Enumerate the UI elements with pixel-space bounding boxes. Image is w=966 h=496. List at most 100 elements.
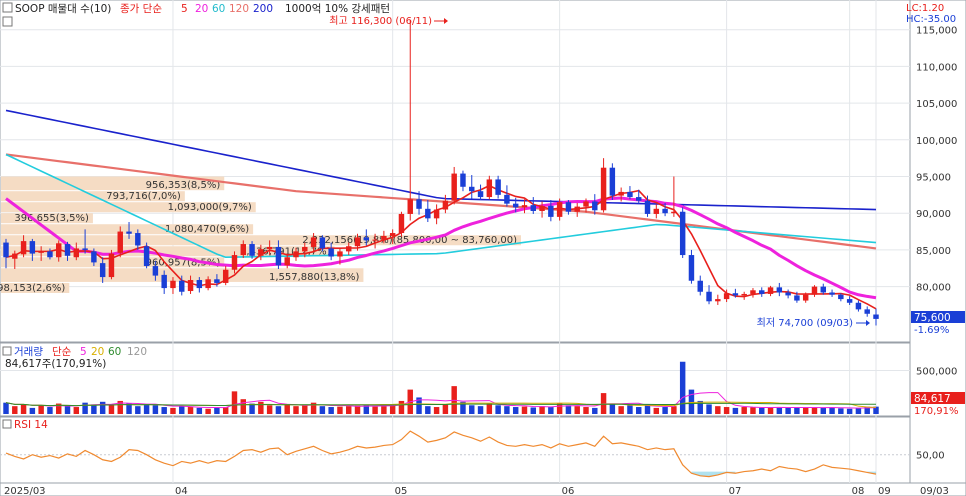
volume-profile-label: 1,080,470(9,6%) (165, 224, 249, 235)
candle-body (679, 211, 686, 256)
symbol-label: SOOP 매물대 수(10) (15, 3, 111, 15)
candle-body (627, 191, 633, 198)
volume-profile-label: 793,716(7,0%) (106, 191, 181, 202)
candle-body (47, 251, 53, 258)
candle-body (372, 239, 378, 241)
ma200-label: 200 (253, 3, 273, 15)
volume-bar (425, 406, 431, 414)
high-label: 최고 116,300 (06/11) (329, 15, 432, 27)
volume-bar (469, 405, 475, 414)
volume-bar (671, 406, 677, 414)
ma200-line (5, 109, 877, 211)
candle-body (20, 241, 27, 255)
price-y-tick-label: 90,000 (916, 209, 951, 220)
x-tick-label: 04 (175, 486, 188, 496)
volume-profile-label: 396,655(3,5%) (14, 213, 89, 224)
last-volume-tag (911, 392, 965, 404)
candle-body (609, 167, 616, 196)
volume-bar (381, 406, 387, 414)
candle-body (231, 255, 238, 270)
volume-bar (592, 407, 598, 414)
rsi-panel[interactable] (0, 416, 911, 484)
volume-ma120-label: 120 (127, 346, 147, 358)
low-arrowhead (866, 320, 870, 326)
volume-bar (864, 406, 870, 414)
axis-labels: 115,000 110,000 105,000 100,000 95,000 90,000… (4, 26, 957, 496)
last-volume: 84,617 (914, 393, 951, 405)
volume-bar (152, 405, 159, 414)
candle-body (802, 294, 809, 301)
candle-body (108, 253, 115, 278)
volume-bar (504, 406, 510, 414)
volume-profile-band (1, 224, 254, 235)
candle-body (3, 242, 9, 258)
volume-bar (548, 407, 554, 414)
candle-body (486, 179, 493, 198)
volume-bar (477, 406, 484, 414)
volume-bar (495, 405, 501, 414)
volume-bar (398, 400, 405, 414)
volume-bar (82, 402, 88, 414)
volume-bar (64, 406, 71, 414)
price-legend: SOOP 매물대 수(10) 종가 단순 5 20 60 120 200 100… (2, 2, 390, 27)
volume-bar (512, 407, 519, 414)
volume-ma20-label: 20 (91, 346, 104, 358)
volume-bar (627, 405, 633, 414)
volume-bar (416, 397, 422, 414)
volume-bar (389, 405, 396, 414)
volume-bar (266, 405, 273, 414)
candle-body (829, 292, 835, 295)
volume-profile-label: 1,436,791(12,7%) (240, 246, 331, 257)
price-y-tick-label: 95,000 (916, 173, 951, 184)
candle-body (820, 286, 826, 293)
volume-bar (310, 402, 317, 414)
x-tick-label: 07 (729, 486, 742, 496)
volume-bar (715, 406, 721, 414)
volume-profile-band (1, 235, 521, 246)
volume-bar (337, 406, 343, 414)
candle-body (583, 201, 589, 207)
candle-body (592, 201, 598, 211)
volume-bar (258, 401, 264, 414)
rsi-line (5, 430, 877, 478)
volume-profile-label: 1,557,880(13,8%) (269, 272, 360, 283)
moving-average-lines (5, 109, 877, 310)
volume-bar (723, 407, 730, 414)
volume-bar (653, 407, 660, 414)
candle-body (469, 186, 475, 192)
ma-label: 종가 단순 (120, 3, 162, 15)
candle-body (302, 246, 308, 252)
volume-bar (29, 407, 36, 414)
volume-bar (767, 407, 774, 414)
volume-bar (222, 407, 229, 414)
candle-body (205, 279, 211, 289)
volume-bar (442, 404, 449, 414)
price-panel[interactable] (0, 0, 911, 343)
candle-body (855, 302, 862, 310)
volume-bar (794, 407, 800, 414)
volume-bar (363, 405, 370, 414)
candle-body (416, 199, 422, 209)
volume-bar (126, 403, 132, 414)
volume-profile-band (1, 246, 335, 257)
volume-bar (99, 401, 106, 414)
candle-body (732, 293, 739, 296)
ma5-label: 5 (181, 3, 188, 15)
candle-body (548, 205, 554, 217)
volume-bar (521, 406, 528, 414)
candle-body (662, 208, 668, 214)
candle-body (82, 248, 88, 250)
candle-body (38, 251, 44, 253)
volume-bar (732, 407, 739, 414)
candle-body (838, 294, 844, 300)
candle-body (504, 194, 510, 204)
x-tick-label: 08 (852, 486, 865, 496)
candle-body (767, 287, 774, 294)
candle-body (310, 237, 317, 247)
volume-bar (539, 406, 545, 414)
candle-body (574, 206, 580, 212)
candle-body (214, 279, 220, 283)
volume-bar (820, 407, 826, 414)
